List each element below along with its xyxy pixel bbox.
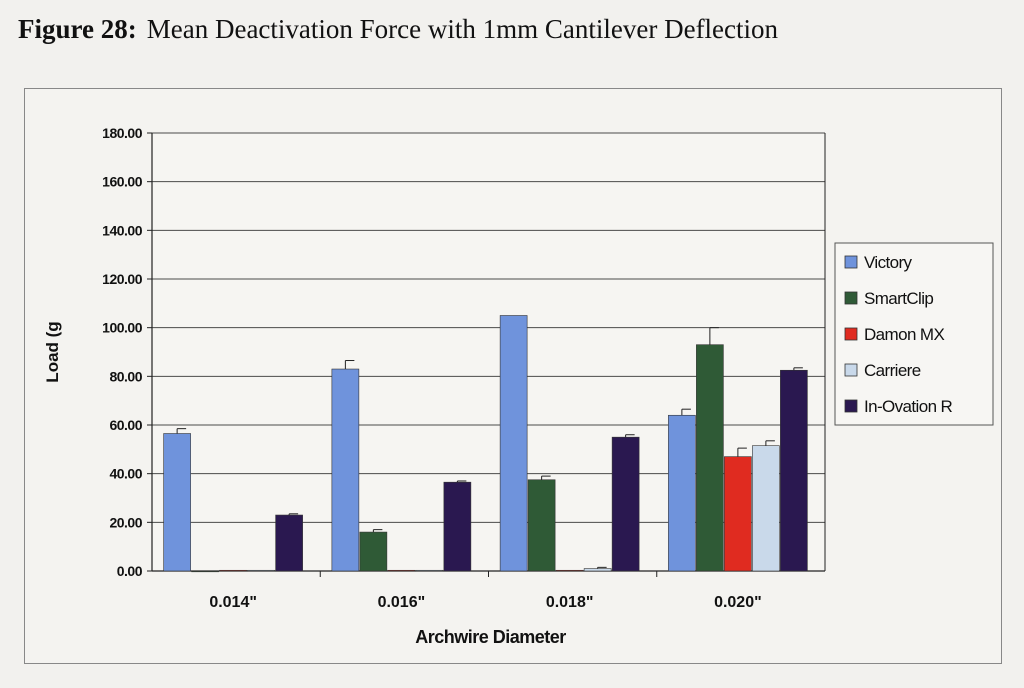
bar [443,481,472,572]
legend-label: In-Ovation R [864,397,953,416]
y-tick-label: 0.00 [117,563,143,579]
bar [387,569,416,572]
legend-label: SmartClip [864,289,933,308]
bar-chart: 0.00 20.00 40.00 60.00 80.00 100.00 120.00 140.… [43,125,994,647]
bar [780,369,808,572]
bar [247,569,275,572]
bar [583,568,612,572]
y-tick-label: 60.00 [109,417,142,433]
bar [359,531,388,572]
bar [191,570,219,573]
legend-label: Damon MX [864,325,944,344]
bar [555,569,584,572]
chart-frame: 0.00 20.00 40.00 60.00 80.00 100.00 120.00 140.… [24,88,1002,664]
x-tick-label: 0.020" [714,594,762,611]
legend-swatch [844,291,858,305]
y-tick-label: 160.00 [102,174,143,190]
x-tick-label: 0.018" [546,594,594,611]
x-tick-label: 0.014" [209,594,257,611]
legend [834,242,994,426]
plot-area [152,133,825,571]
legend-label: Carriere [864,361,921,380]
bar [219,569,247,572]
bar [527,479,556,572]
y-tick-label: 120.00 [102,271,143,287]
y-tick-label: 40.00 [109,466,142,482]
legend-swatch [844,255,858,269]
y-tick-label: 180.00 [102,125,143,141]
legend-swatch [844,399,858,413]
bar [611,436,640,572]
y-tick-label: 140.00 [102,222,143,238]
bar [415,569,444,572]
y-tick-label: 20.00 [109,514,142,530]
legend-swatch [844,327,858,341]
x-tick-label: 0.016" [378,594,426,611]
x-axis-title: Archwire Diameter [415,627,566,647]
bar [499,315,528,572]
y-tick-label: 80.00 [109,368,142,384]
bar [696,344,724,572]
bar [724,456,752,572]
y-tick-label: 100.00 [102,320,143,336]
bar [163,433,191,572]
bar [275,514,303,572]
figure-label: Figure 28: [18,14,137,44]
bar [752,445,780,572]
bar [668,414,696,572]
legend-label: Victory [864,253,913,272]
figure-title: Mean Deactivation Force with 1mm Cantile… [146,14,779,44]
y-axis-title: Load (g [43,321,62,382]
bar [331,368,360,572]
legend-swatch [844,363,858,377]
figure-caption: Figure 28: Mean Deactivation Force with 1… [18,14,778,45]
